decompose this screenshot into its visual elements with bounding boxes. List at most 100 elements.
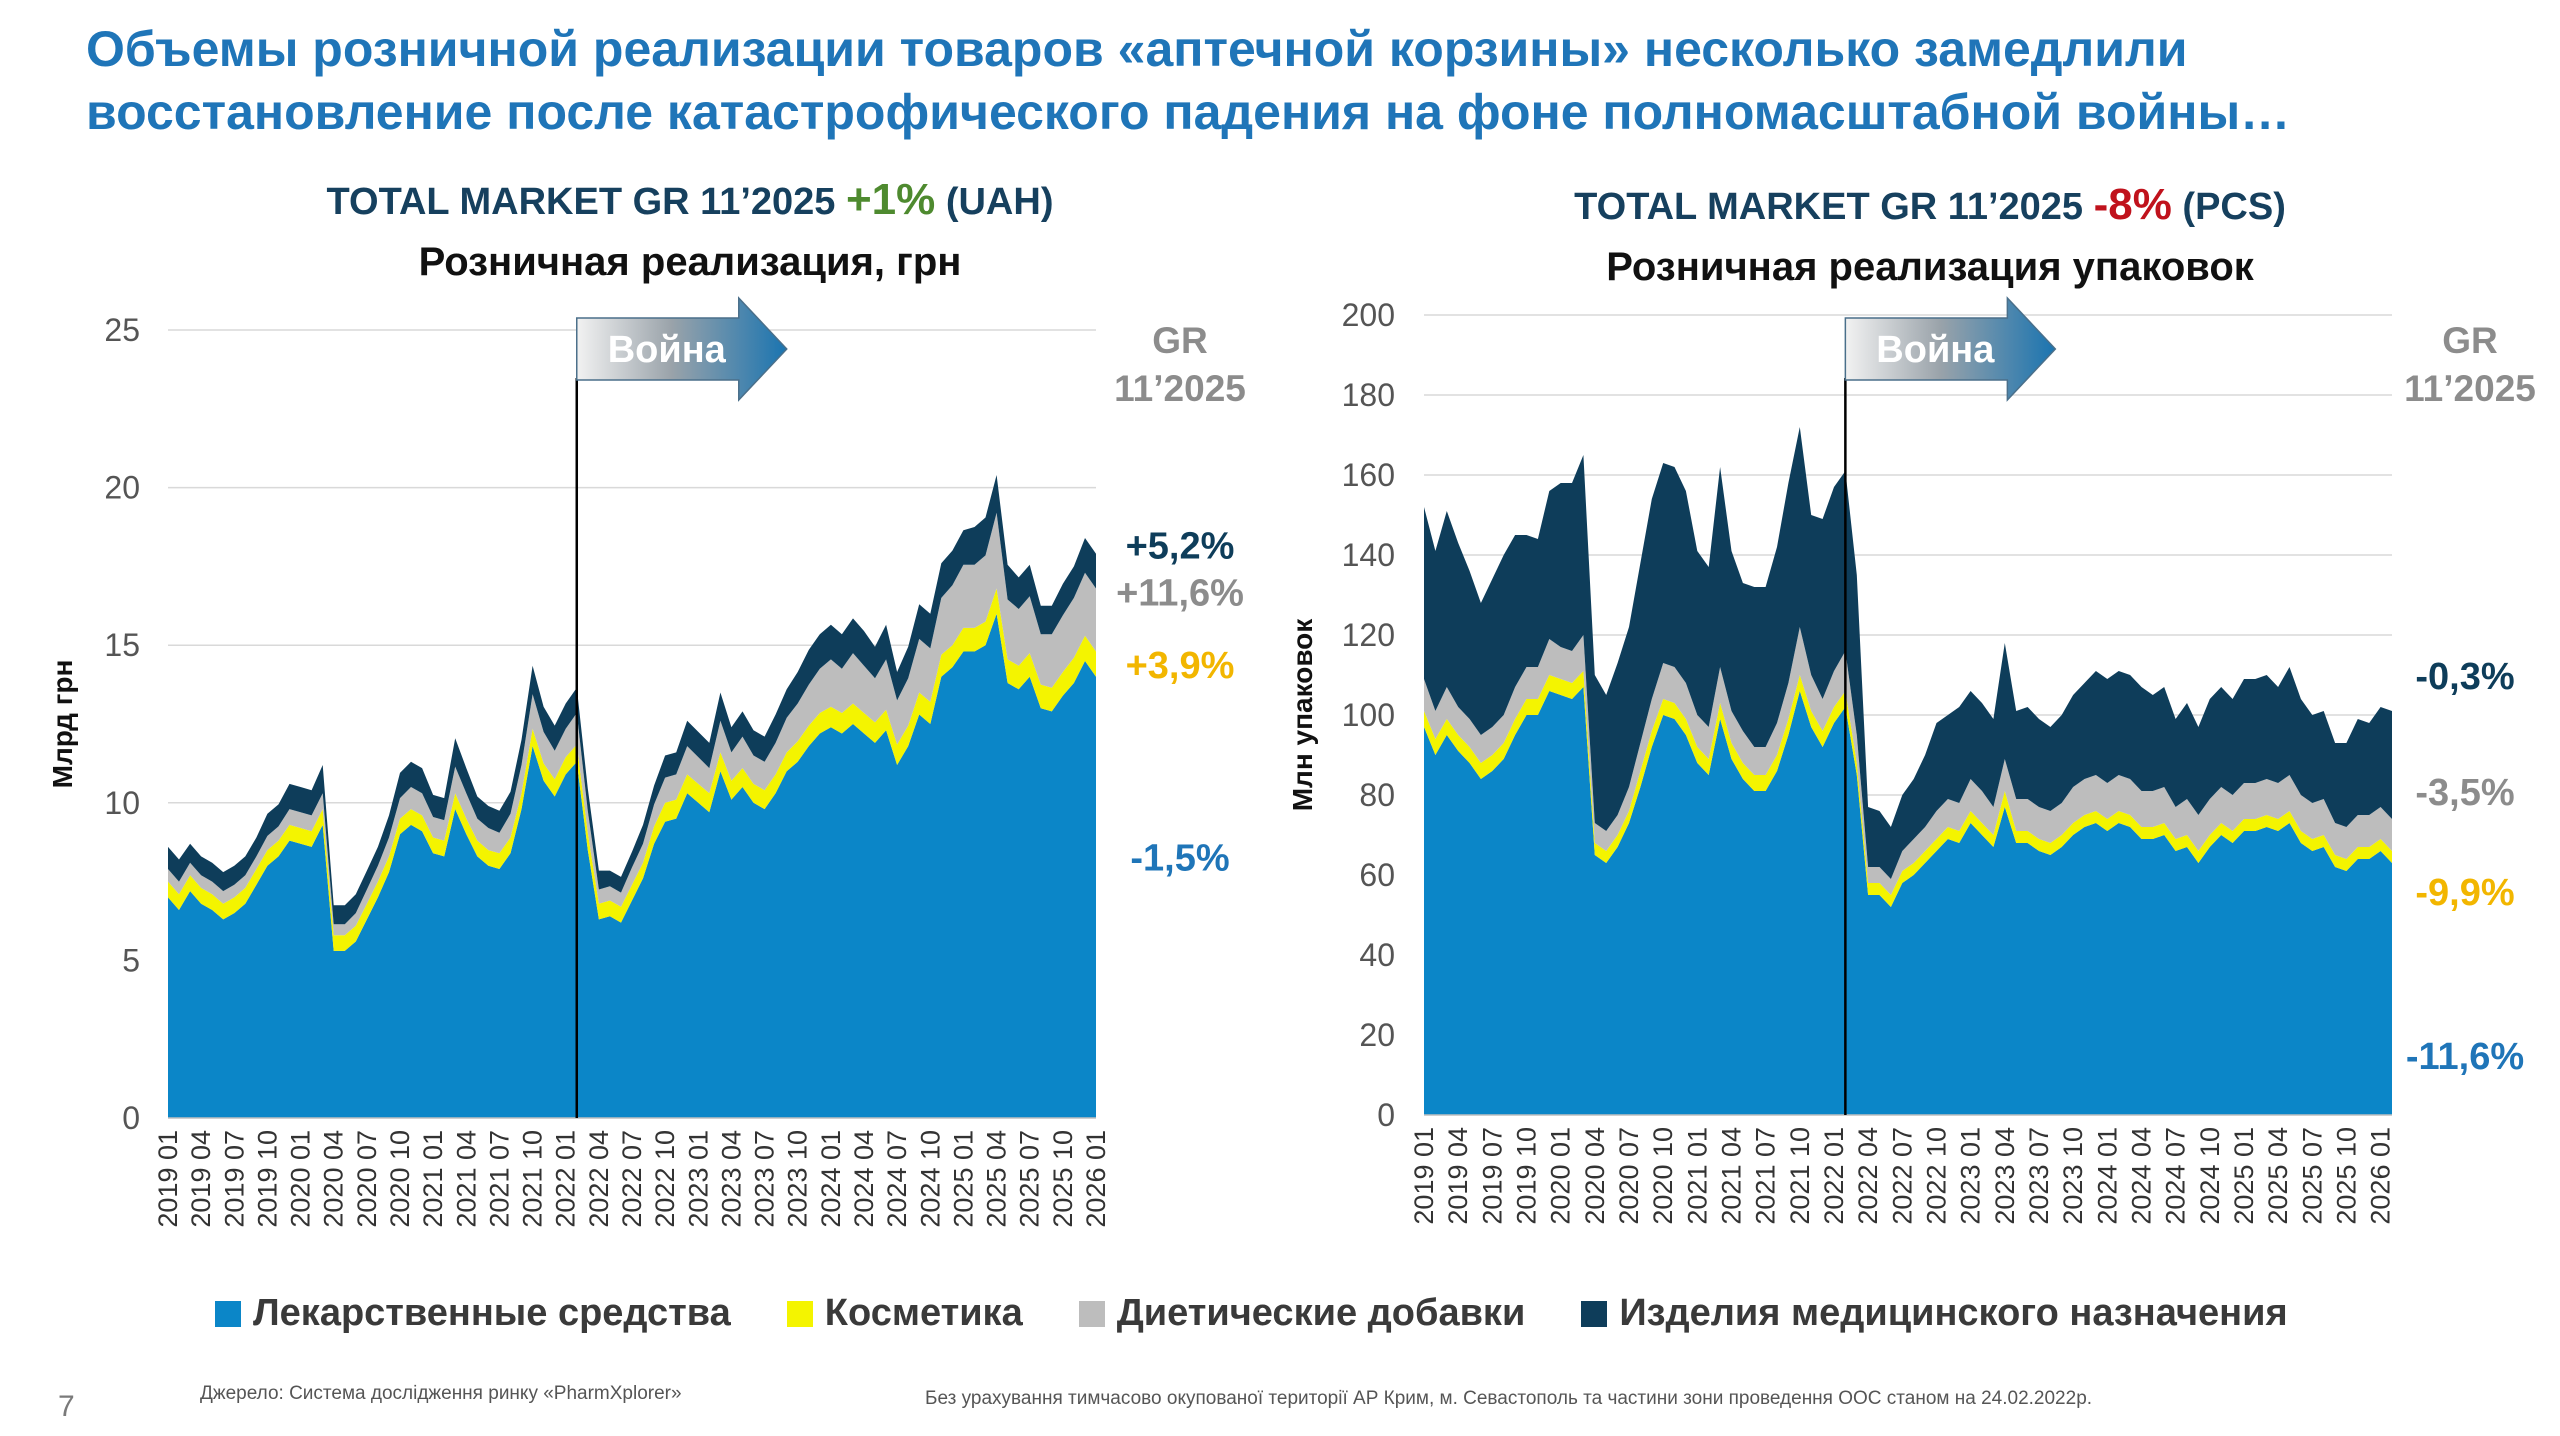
x-tick-label: 2023 04 [1990,1127,2020,1225]
y-tick-label: 15 [104,627,140,663]
gr-value-label: +11,6% [1116,573,1244,615]
left-title-growth: +1% [845,175,936,224]
x-tick-label: 2023 07 [2024,1127,2054,1225]
area-series-medicines [168,613,1096,1118]
y-tick-label: 160 [1342,457,1395,493]
x-tick-label: 2019 01 [1409,1127,1439,1225]
x-tick-label: 2020 10 [1648,1127,1678,1225]
y-tick-label: 0 [1377,1097,1395,1133]
y-tick-label: 80 [1359,777,1395,813]
x-tick-label: 2020 10 [385,1130,415,1228]
page-number: 7 [58,1390,75,1423]
area-series-supplements [1424,627,2392,895]
x-tick-label: 2024 07 [2161,1127,2191,1225]
x-tick-label: 2021 01 [1682,1127,1712,1225]
source-footnote: Джерело: Система дослідження ринку «Phar… [200,1383,682,1404]
x-tick-label: 2025 07 [1015,1130,1045,1228]
legend-label-supplements: Диетические добавки [1116,1292,1526,1334]
x-tick-label: 2025 10 [2331,1127,2361,1225]
x-tick-label: 2021 01 [418,1130,448,1228]
x-tick-label: 2024 04 [849,1130,879,1228]
gr-value-label: -0,3% [2415,656,2514,698]
x-tick-label: 2022 04 [1853,1127,1883,1225]
x-tick-label: 2022 10 [650,1130,680,1228]
y-tick-label: 20 [1359,1017,1395,1053]
x-tick-label: 2019 07 [219,1130,249,1228]
x-tick-label: 2020 01 [1546,1127,1576,1225]
y-tick-label: 10 [104,785,140,821]
x-tick-label: 2024 10 [915,1130,945,1228]
y-axis-label: Млрд грн [47,660,78,789]
gr-header: 11’2025 [2404,368,2536,409]
territory-footnote: Без урахування тимчасово окупованої тери… [925,1388,2093,1409]
x-tick-label: 2023 10 [2058,1127,2088,1225]
x-tick-label: 2022 04 [584,1130,614,1228]
y-tick-label: 40 [1359,937,1395,973]
x-tick-label: 2025 04 [982,1130,1012,1228]
gr-value-label: +3,9% [1126,645,1235,687]
x-tick-label: 2024 07 [882,1130,912,1228]
y-tick-label: 5 [122,942,140,978]
x-tick-label: 2023 01 [1956,1127,1986,1225]
x-tick-label: 2019 10 [252,1130,282,1228]
x-tick-label: 2021 07 [484,1130,514,1228]
y-tick-label: 0 [122,1100,140,1136]
y-tick-label: 20 [104,470,140,506]
y-tick-label: 60 [1359,857,1395,893]
x-tick-label: 2020 04 [1580,1127,1610,1225]
x-tick-label: 2022 07 [1887,1127,1917,1225]
x-tick-label: 2025 01 [2229,1127,2259,1225]
x-tick-label: 2020 01 [286,1130,316,1228]
gr-value-label: -9,9% [2415,872,2514,914]
x-tick-label: 2024 01 [816,1130,846,1228]
x-tick-label: 2022 07 [617,1130,647,1228]
x-tick-label: 2022 10 [1922,1127,1952,1225]
left-title-unit: (UAH) [935,181,1054,223]
x-tick-label: 2023 01 [683,1130,713,1228]
y-axis-label: Млн упаковок [1287,618,1318,812]
legend-item-medical-devices: Изделия медицинского назначения [1581,1292,2288,1335]
legend-label-cosmetics: Косметика [824,1292,1023,1334]
right-chart-title: TOTAL MARKET GR 11’2025 -8% (PCS) [1380,180,2480,230]
legend-swatch-medical-devices [1581,1300,1608,1327]
x-tick-label: 2020 04 [319,1130,349,1228]
legend-item-medicines: Лекарственные средства [215,1292,731,1335]
x-tick-label: 2019 10 [1512,1127,1542,1225]
x-tick-label: 2025 07 [2297,1127,2327,1225]
x-tick-label: 2026 01 [2366,1127,2396,1225]
y-tick-label: 140 [1342,537,1395,573]
y-tick-label: 100 [1342,697,1395,733]
y-tick-label: 180 [1342,377,1395,413]
left-chart-title: TOTAL MARKET GR 11’2025 +1% (UAH) [140,175,1240,225]
y-tick-label: 200 [1342,297,1395,333]
area-series-medical-devices [1424,427,2392,879]
gr-header: GR [1152,320,1208,361]
war-arrow-icon [576,296,788,402]
x-tick-label: 2021 04 [451,1130,481,1228]
right-title-unit: (PCS) [2171,186,2286,228]
war-arrow-icon [1844,296,2057,402]
x-tick-label: 2022 01 [551,1130,581,1228]
x-tick-label: 2025 10 [1048,1130,1078,1228]
gr-header: 11’2025 [1114,368,1246,409]
page-headline: Объемы розничной реализации товаров «апт… [86,21,2291,140]
legend-swatch-supplements [1078,1300,1105,1327]
area-series-medicines [1424,687,2392,1115]
x-tick-label: 2025 01 [948,1130,978,1228]
x-tick-label: 2026 01 [1081,1130,1111,1228]
x-tick-label: 2021 04 [1717,1127,1747,1225]
left-title-prefix: TOTAL MARKET GR 11’2025 [326,181,846,223]
right-title-growth: -8% [2093,180,2172,229]
x-tick-label: 2024 01 [2092,1127,2122,1225]
war-label: Война [608,329,727,371]
legend-swatch-cosmetics [786,1300,813,1327]
war-label: Война [1876,329,1995,371]
x-tick-label: 2021 10 [1785,1127,1815,1225]
legend-item-supplements: Диетические добавки [1078,1292,1526,1335]
x-tick-label: 2024 10 [2195,1127,2225,1225]
x-tick-label: 2022 01 [1819,1127,1849,1225]
legend-swatch-medicines [215,1300,241,1327]
x-tick-label: 2019 07 [1477,1127,1507,1225]
